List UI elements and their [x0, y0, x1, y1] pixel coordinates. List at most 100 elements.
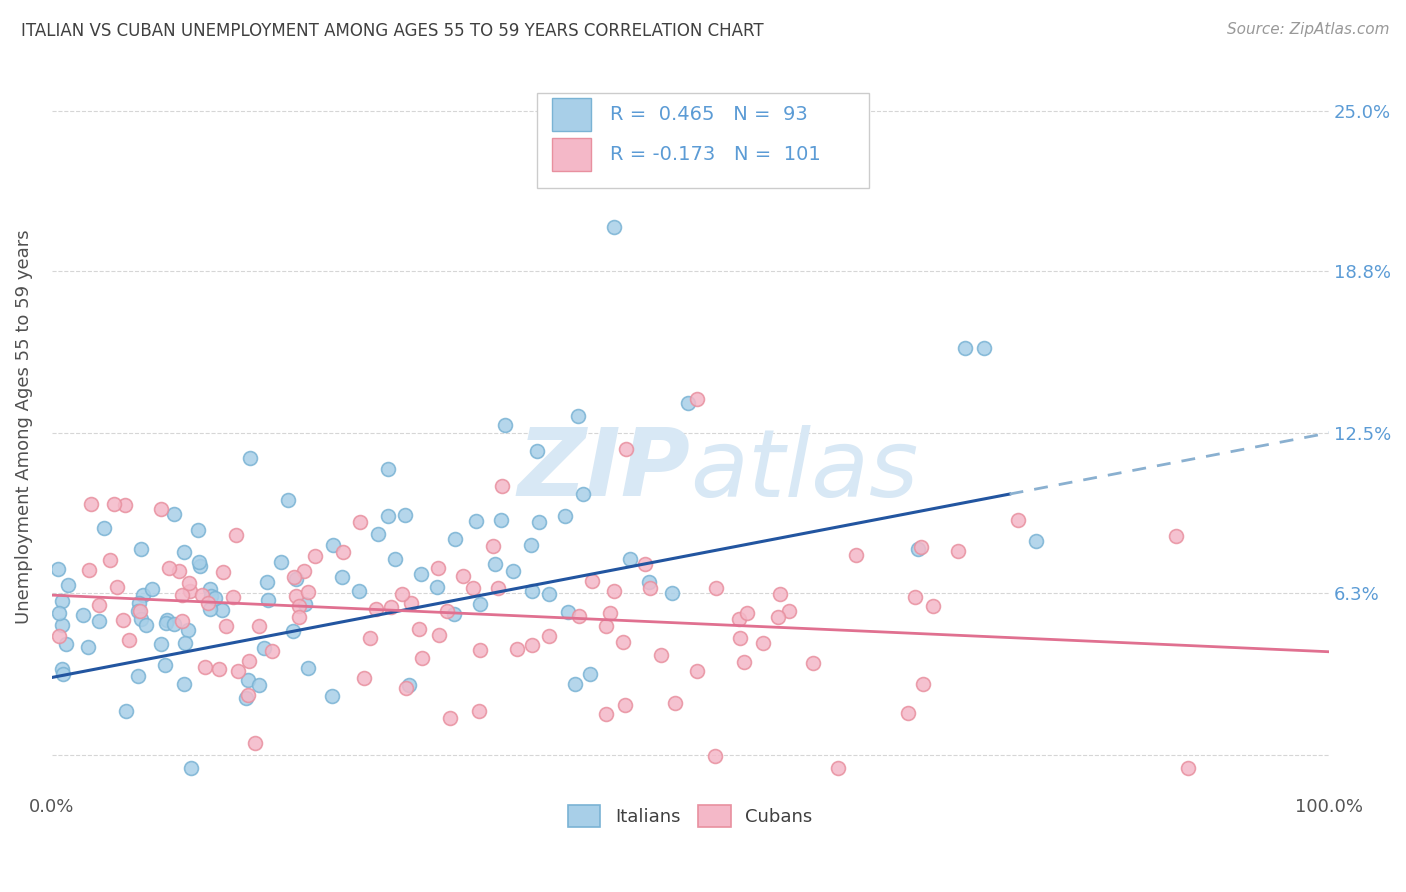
Point [87, 598, 110, 612]
Point [297, 660, 319, 674]
Point [304, 549, 326, 564]
Point [470, 598, 492, 612]
Point [179, 575, 201, 590]
FancyBboxPatch shape [553, 138, 591, 171]
Point [612, 635, 634, 649]
Point [156, 613, 179, 627]
Point [554, 509, 576, 524]
Point [179, 584, 201, 599]
Point [128, 604, 150, 618]
Point [488, 582, 510, 596]
Point [238, 673, 260, 687]
Point [603, 583, 626, 598]
Point [283, 570, 305, 584]
Point [910, 540, 932, 554]
Point [845, 549, 868, 563]
Point [111, 613, 134, 627]
Point [451, 568, 474, 582]
Point [211, 603, 233, 617]
Point [80, 497, 103, 511]
Point [194, 660, 217, 674]
Point [129, 612, 152, 626]
Point [443, 607, 465, 622]
Point [270, 555, 292, 569]
Point [131, 588, 153, 602]
Point [253, 641, 276, 656]
Point [215, 619, 238, 633]
Point [208, 662, 231, 676]
Point [157, 561, 180, 575]
Point [614, 442, 637, 456]
Point [287, 610, 309, 624]
Point [778, 604, 800, 618]
Point [595, 707, 617, 722]
Point [153, 658, 176, 673]
Point [686, 392, 709, 407]
Point [243, 736, 266, 750]
Point [572, 486, 595, 500]
Point [481, 539, 503, 553]
Point [907, 541, 929, 556]
Point [353, 671, 375, 685]
Point [127, 668, 149, 682]
Point [427, 628, 450, 642]
Point [520, 639, 543, 653]
Point [489, 513, 512, 527]
Point [170, 614, 193, 628]
Point [463, 581, 485, 595]
Point [211, 565, 233, 579]
Point [256, 574, 278, 589]
Point [55, 637, 77, 651]
Point [377, 509, 399, 524]
Point [676, 396, 699, 410]
Point [257, 592, 280, 607]
Point [114, 704, 136, 718]
Point [128, 597, 150, 611]
Point [411, 650, 433, 665]
Point [399, 596, 422, 610]
Point [484, 558, 506, 572]
Text: atlas: atlas [690, 425, 918, 516]
Point [103, 497, 125, 511]
Point [1025, 533, 1047, 548]
Point [502, 565, 524, 579]
Point [567, 409, 589, 424]
Point [394, 508, 416, 523]
Point [733, 655, 755, 669]
Point [704, 581, 727, 595]
Point [557, 605, 579, 619]
Point [769, 586, 792, 600]
Point [359, 631, 381, 645]
Point [173, 677, 195, 691]
Point [436, 604, 458, 618]
Point [619, 552, 641, 566]
Point [174, 636, 197, 650]
Point [187, 523, 209, 537]
Text: Source: ZipAtlas.com: Source: ZipAtlas.com [1226, 22, 1389, 37]
Point [118, 633, 141, 648]
Point [46, 562, 69, 576]
Point [247, 619, 270, 633]
Point [494, 418, 516, 433]
Point [51, 662, 73, 676]
Point [347, 584, 370, 599]
Point [52, 667, 75, 681]
Point [391, 587, 413, 601]
Point [367, 527, 389, 541]
Point [284, 572, 307, 586]
Point [581, 574, 603, 588]
Point [238, 451, 260, 466]
Point [238, 654, 260, 668]
Point [1007, 513, 1029, 527]
Point [752, 635, 775, 649]
Point [167, 565, 190, 579]
Point [520, 538, 543, 552]
Point [150, 501, 173, 516]
Point [686, 664, 709, 678]
Point [953, 341, 976, 355]
Point [149, 637, 172, 651]
Point [332, 545, 354, 559]
Point [225, 528, 247, 542]
Point [537, 629, 560, 643]
Point [285, 590, 308, 604]
